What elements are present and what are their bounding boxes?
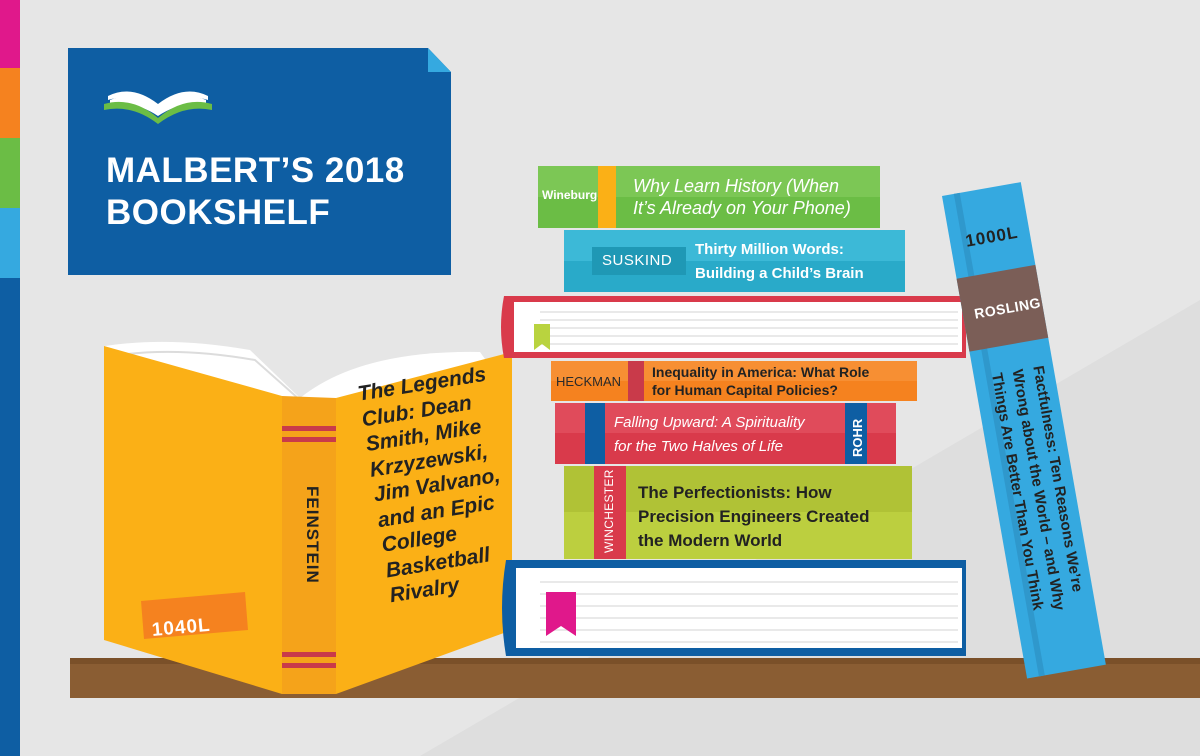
shelf-top	[70, 658, 1200, 664]
title-line-1: MALBERT’S 2018	[106, 151, 405, 190]
book-rosling	[942, 182, 1106, 679]
title-line-2: BOOKSHELF	[106, 193, 331, 232]
book-blue-pages	[502, 560, 966, 656]
book-author-heckman: HECKMAN	[556, 374, 622, 389]
book-author-feinstein: FEINSTEIN	[303, 486, 322, 584]
book-title-line: Falling Upward: A Spirituality	[614, 414, 805, 431]
strip-pink	[0, 0, 20, 68]
book-heckman	[551, 361, 917, 401]
book-author-rohr: ROHR	[850, 418, 865, 457]
bookmark-icon	[546, 592, 576, 636]
book-title-rohr: Falling Upward: A Spirituality for the T…	[614, 411, 805, 459]
bookmark-icon	[534, 324, 550, 350]
book-title-line: for Human Capital Policies?	[652, 382, 838, 398]
book-suskind	[564, 230, 905, 292]
page-title: MALBERT’S 2018 BOOKSHELF	[106, 150, 405, 234]
strip-orange	[0, 68, 20, 138]
book-author-suskind: SUSKIND	[602, 252, 673, 269]
book-author-wineburg: Wineburg	[542, 188, 598, 202]
book-rohr	[555, 403, 896, 464]
book-red-pages	[501, 296, 966, 358]
book-title-line: Thirty Million Words:	[695, 241, 844, 258]
strip-lightblue	[0, 208, 20, 278]
book-title-line: It’s Already on Your Phone)	[633, 198, 851, 218]
book-title-wineburg: Why Learn History (When It’s Already on …	[633, 175, 851, 219]
book-title-suskind: Thirty Million Words: Building a Child’s…	[695, 238, 864, 286]
book-title-line: Why Learn History (When	[633, 176, 840, 196]
book-title-feinstein: The Legends Club: Dean Smith, Mike Krzyz…	[356, 355, 560, 608]
book-feinstein	[104, 341, 512, 694]
book-author-winchester: WINCHESTER	[602, 469, 616, 553]
open-book-icon	[104, 91, 212, 124]
title-card-fold	[428, 48, 451, 72]
book-title-line: for the Two Halves of Life	[614, 438, 783, 455]
book-title-heckman: Inequality in America: What Role for Hum…	[652, 363, 869, 399]
book-title-line: Building a Child’s Brain	[695, 265, 864, 282]
book-title-line: Inequality in America: What Role	[652, 364, 870, 380]
strip-blue	[0, 278, 20, 756]
strip-green	[0, 138, 20, 208]
book-title-winchester: The Perfectionists: How Precision Engine…	[638, 481, 869, 553]
lexile-tag-feinstein	[141, 592, 248, 639]
book-winchester	[564, 466, 912, 559]
book-title-line: the Modern World	[638, 531, 783, 550]
book-title-line: The Perfectionists: How	[638, 483, 832, 502]
book-wineburg	[538, 166, 880, 228]
book-title-line: Precision Engineers Created	[638, 507, 870, 526]
